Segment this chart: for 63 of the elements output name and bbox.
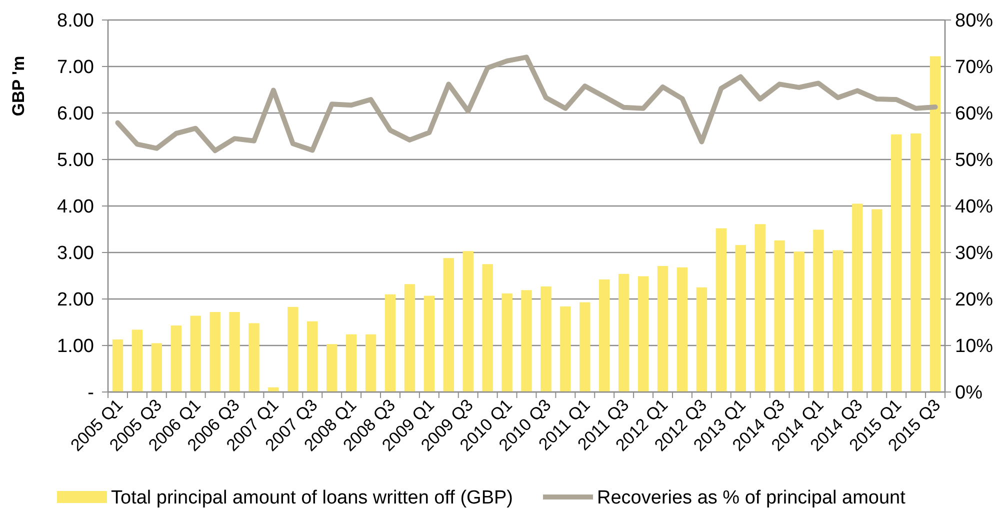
y-tick-label: 2.00 [57,290,94,311]
bar [482,264,493,392]
bar [813,230,824,392]
bar [735,245,746,392]
bar [794,252,804,392]
y-tick-label: 5.00 [57,150,94,172]
bar [404,284,416,392]
y2-tick-label: 30% [955,243,994,264]
bar [288,306,298,392]
bar [384,294,396,392]
bar [326,344,338,392]
legend-label: Total principal amount of loans written off (GBP) [111,488,514,509]
bar [930,56,941,392]
bar [365,334,376,392]
y2-tick-label: 40% [955,196,994,218]
bar [462,251,474,392]
y-tick-label: 1.00 [57,336,94,358]
bar [638,276,649,392]
bar [424,296,435,392]
bar [716,228,727,392]
bar [560,306,571,392]
bar [502,293,512,392]
y-tick-label: - [88,382,94,404]
bar [832,250,844,392]
bar [521,290,532,392]
bar [443,258,454,392]
y2-tick-label: 60% [955,104,994,125]
y2-tick-label: 70% [955,57,994,78]
bar [890,134,902,392]
bar [657,266,668,392]
bar [210,312,220,392]
y2-tick-label: 10% [955,336,994,358]
bar [910,133,922,392]
bar [872,209,882,392]
y2-tick-label: 20% [955,290,994,311]
bar [248,323,260,392]
bar [229,312,240,392]
bar [540,286,552,392]
bar [112,339,124,392]
y-tick-label: 7.00 [57,57,94,78]
bar [346,334,357,392]
bar [151,343,162,392]
bar [852,204,863,392]
bar [132,330,143,392]
y-tick-label: 3.00 [57,243,94,264]
y-tick-label: 4.00 [57,196,94,218]
bar [676,267,688,392]
bar [754,224,766,392]
bar [190,316,201,392]
y-axis-title: GBP 'm [9,56,28,116]
y-tick-label: 6.00 [57,104,94,125]
bar [774,240,785,392]
bar [170,326,182,392]
y2-tick-label: 0% [955,382,983,404]
bar [580,302,590,392]
bar [696,287,708,392]
y2-tick-label: 50% [955,150,994,172]
y2-tick-label: 80% [955,10,994,32]
y-tick-label: 8.00 [57,10,94,32]
bar [599,279,610,392]
bar [307,321,318,392]
legend-label: Recoveries as % of principal amount [597,488,906,509]
bar [618,274,630,392]
